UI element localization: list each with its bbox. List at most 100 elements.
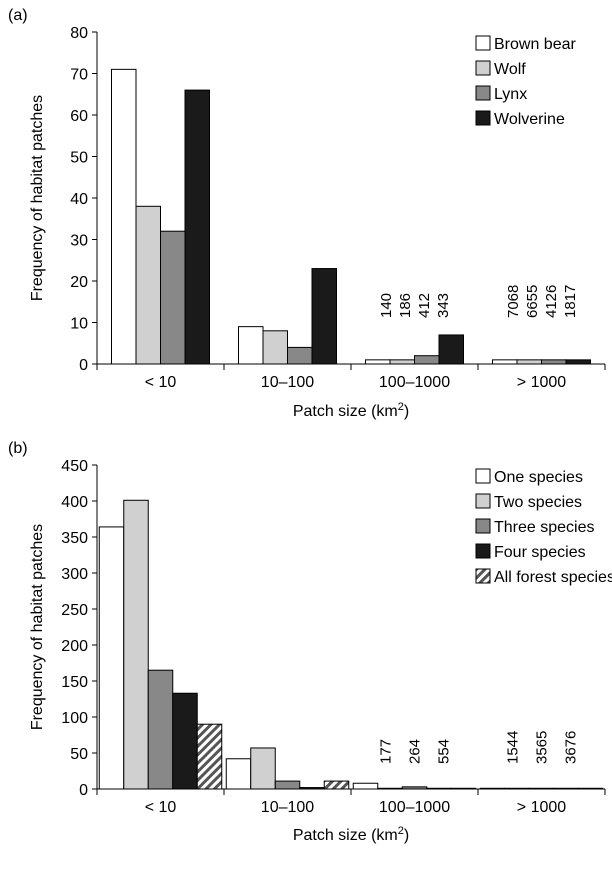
- a-x-tick-label: 100–1000: [379, 374, 450, 391]
- b-legend-label: One species: [494, 469, 583, 486]
- b-annotation-label: 3676: [563, 731, 580, 764]
- a-bar-wolverine: [184, 89, 210, 365]
- b-bar-three-species: [147, 669, 174, 790]
- b-bar-all-forest-species: [577, 787, 604, 790]
- a-annotation-label: 1817: [562, 285, 579, 318]
- a-bar-wolverine: [438, 334, 464, 365]
- b-y-tick-label: 400: [61, 494, 88, 511]
- a-y-tick-label: 50: [70, 150, 88, 167]
- b-bar-three-species: [274, 780, 301, 790]
- a-bar-lynx: [160, 230, 186, 365]
- a-x-tick-label: < 10: [145, 374, 177, 391]
- a-bar-wolverine: [311, 268, 337, 365]
- a-bar-brown-bear: [365, 359, 391, 365]
- b-bar-two-species: [504, 787, 530, 790]
- a-bar-brown-bear: [238, 326, 264, 365]
- b-legend-swatch: [475, 468, 491, 484]
- a-legend-label: Lynx: [494, 86, 527, 103]
- a-bar-wolf: [389, 359, 415, 365]
- a-annotation-label: 4126: [543, 285, 560, 318]
- a-bar-brown-bear: [111, 68, 137, 365]
- a-legend-label: Wolf: [494, 61, 526, 78]
- panel-a: (a) 0 10 20 30 40 50 60 70 80 < 10 10–100 100–1000 > …: [8, 7, 606, 420]
- b-legend-label: All forest species: [494, 569, 612, 586]
- a-y-tick-label: 0: [79, 357, 88, 374]
- a-x-axis-title: Patch size (km2): [293, 401, 409, 420]
- b-bar-two-species: [250, 747, 276, 790]
- b-x-tick-label: > 1000: [517, 799, 566, 816]
- a-annotation-label: 6655: [524, 285, 541, 318]
- a-bar-lynx: [287, 346, 313, 365]
- a-bar-lynx: [541, 359, 567, 365]
- a-bar-wolf: [262, 330, 288, 365]
- b-bar-all-forest-species: [450, 787, 477, 790]
- b-bar-one-species: [352, 782, 379, 790]
- b-y-tick-label: 0: [79, 782, 88, 799]
- b-panel-label: (b): [8, 440, 28, 457]
- a-legend-swatch: [475, 85, 491, 101]
- b-annotation-label: 264: [407, 739, 424, 764]
- a-panel-label: (a): [8, 7, 28, 24]
- panel-b: (b) 0 50 100 150 200 250 300 350 400 450 < 10 10–100…: [8, 440, 612, 844]
- b-annotation-label: 177: [378, 739, 395, 764]
- a-annotation-label: 140: [378, 293, 395, 318]
- b-bar-two-species: [377, 787, 403, 790]
- a-bar-lynx: [414, 355, 440, 365]
- b-y-tick-label: 150: [61, 674, 88, 691]
- a-legend-label: Brown bear: [494, 36, 576, 53]
- a-y-tick-label: 20: [70, 274, 88, 291]
- a-y-tick-label: 40: [70, 191, 88, 208]
- b-x-tick-label: 100–1000: [379, 799, 450, 816]
- a-y-tick-label: 30: [70, 233, 88, 250]
- a-annotation-label: 186: [397, 293, 414, 318]
- b-bar-one-species: [98, 526, 125, 790]
- b-legend-swatch: [475, 518, 491, 534]
- a-x-tick-label: 10–100: [261, 374, 314, 391]
- b-legend-label: Three species: [494, 519, 595, 536]
- b-bar-two-species: [123, 499, 149, 790]
- b-annotation-label: 554: [436, 739, 453, 764]
- b-legend-swatch: [475, 543, 491, 559]
- b-annotation-label: 1544: [505, 731, 522, 764]
- b-y-tick-label: 50: [70, 746, 88, 763]
- b-x-tick-label: 10–100: [261, 799, 314, 816]
- b-annotation-label: 3565: [534, 731, 551, 764]
- a-annotation-label: 412: [416, 293, 433, 318]
- b-bar-four-species: [172, 692, 198, 790]
- a-bar-wolf: [135, 205, 161, 365]
- b-y-tick-label: 100: [61, 710, 88, 727]
- b-bar-four-species: [426, 787, 452, 790]
- a-annotation-label: 7068: [505, 285, 522, 318]
- b-bar-four-species: [553, 787, 579, 790]
- b-legend-label: Four species: [494, 544, 586, 561]
- b-bar-one-species: [479, 787, 506, 790]
- a-y-axis-title: Frequency of habitat patches: [29, 95, 46, 301]
- b-y-tick-label: 350: [61, 530, 88, 547]
- a-bar-wolverine: [565, 359, 591, 365]
- b-bar-all-forest-species: [196, 723, 223, 790]
- a-y-tick-label: 10: [70, 316, 88, 333]
- b-legend-swatch: [475, 568, 491, 584]
- b-bar-all-forest-species: [323, 780, 350, 790]
- a-x-tick-label: > 1000: [517, 374, 566, 391]
- b-bar-one-species: [225, 758, 252, 790]
- b-legend-swatch: [475, 493, 491, 509]
- a-annotation-label: 343: [435, 293, 452, 318]
- a-bar-brown-bear: [492, 359, 518, 365]
- b-bar-three-species: [401, 786, 428, 790]
- b-bar-three-species: [528, 787, 555, 790]
- a-y-tick-label: 70: [70, 67, 88, 84]
- b-y-axis-title: Frequency of habitat patches: [29, 524, 46, 730]
- a-y-tick-label: 80: [70, 25, 88, 42]
- b-y-tick-label: 250: [61, 602, 88, 619]
- b-y-tick-label: 200: [61, 638, 88, 655]
- a-legend-swatch: [475, 60, 491, 76]
- b-bar-four-species: [299, 787, 325, 790]
- b-x-tick-label: < 10: [145, 799, 177, 816]
- b-legend-label: Two species: [494, 494, 582, 511]
- b-x-axis-title: Patch size (km2): [293, 825, 409, 844]
- a-legend-swatch: [475, 35, 491, 51]
- a-y-tick-label: 60: [70, 108, 88, 125]
- a-legend-swatch: [475, 110, 491, 126]
